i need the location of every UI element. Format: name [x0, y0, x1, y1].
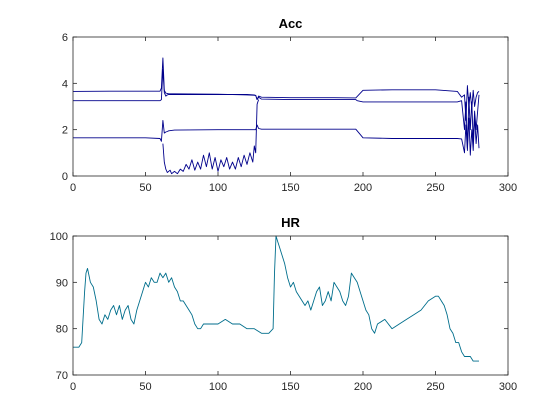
hr-chart-title: HR: [281, 215, 300, 230]
hr-y-tick-label: 100: [50, 231, 68, 243]
hr-x-tick-label: 300: [499, 381, 517, 393]
hr-x-tick-label: 0: [70, 381, 76, 393]
hr-y-tick-label: 90: [56, 277, 68, 289]
acc-chart-panel: 0 50 100 150 200 250 300 0 2 4 6 Acc: [62, 16, 517, 194]
acc-chart-title: Acc: [279, 16, 303, 31]
hr-series-line-1: [73, 235, 479, 362]
acc-y-tick-label: 2: [62, 125, 68, 137]
hr-x-tick-label: 100: [209, 381, 227, 393]
hr-y-tick-label: 80: [56, 324, 68, 336]
hr-x-tick-label: 150: [281, 381, 299, 393]
acc-x-tick-label: 300: [499, 182, 517, 194]
acc-series-line-4: [162, 99, 260, 175]
acc-x-tick-label: 0: [70, 182, 76, 194]
acc-series-line-3: [73, 115, 480, 156]
acc-series-line-2: [73, 68, 480, 149]
acc-y-tick-label: 0: [62, 171, 68, 183]
acc-x-tick-label: 250: [426, 182, 444, 194]
acc-series-line-1: [72, 57, 480, 121]
acc-y-tick-label: 4: [62, 78, 68, 90]
hr-x-tick-label: 200: [354, 381, 372, 393]
acc-x-tick-label: 200: [354, 182, 372, 194]
acc-axes-box: [72, 36, 509, 177]
acc-x-tick-label: 50: [139, 182, 151, 194]
hr-chart-panel: 0 50 100 150 200 250 300 70 80 90 100 HR: [50, 215, 518, 393]
hr-y-tick-label: 70: [56, 370, 68, 382]
acc-y-tick-label: 6: [62, 32, 68, 44]
hr-x-tick-label: 250: [426, 381, 444, 393]
hr-x-tick-label: 50: [139, 381, 151, 393]
acc-x-tick-label: 100: [209, 182, 227, 194]
acc-x-tick-label: 150: [281, 182, 299, 194]
